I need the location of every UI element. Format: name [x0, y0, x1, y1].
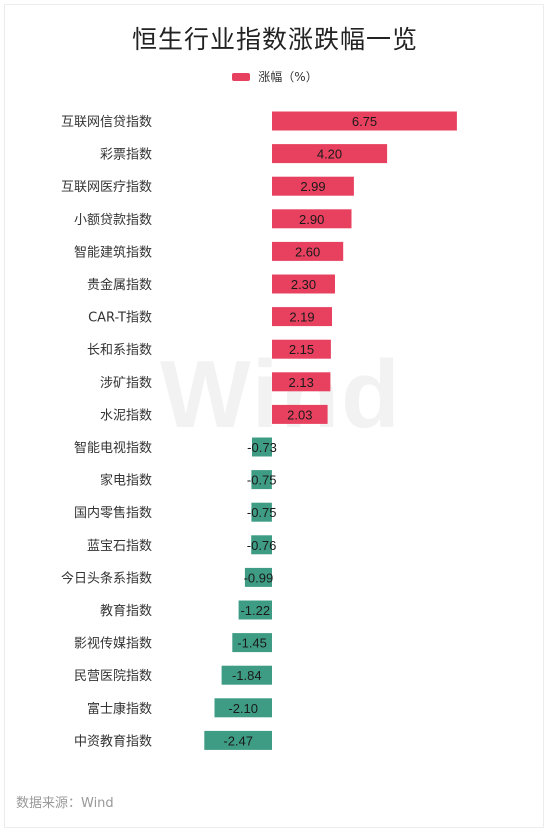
bar [272, 339, 331, 359]
bar [232, 633, 272, 653]
value-label: -0.75 [247, 505, 277, 520]
legend-label: 涨幅（%） [258, 70, 318, 84]
bar [238, 600, 272, 620]
value-label: 2.15 [289, 342, 314, 357]
bar [272, 274, 335, 294]
category-label: 今日头条系指数 [61, 570, 152, 586]
category-label: 国内零售指数 [74, 505, 152, 521]
value-label: 2.19 [289, 310, 314, 325]
value-label: -1.84 [232, 668, 262, 683]
bar [252, 437, 272, 457]
value-label: 2.90 [299, 212, 324, 227]
category-label: 中资教育指数 [74, 733, 152, 749]
value-label: 6.75 [352, 114, 377, 129]
bar [251, 535, 272, 555]
legend-swatch [232, 72, 251, 81]
value-label: -0.99 [244, 570, 274, 585]
value-label: -2.47 [223, 733, 253, 748]
category-label: 教育指数 [100, 603, 152, 619]
value-label: 2.13 [289, 375, 314, 390]
category-label: 涉矿指数 [100, 376, 152, 391]
bar [244, 567, 272, 587]
legend: 涨幅（%） [0, 68, 550, 85]
value-label: 2.03 [287, 407, 312, 422]
source-note: 数据来源：Wind [16, 796, 114, 811]
value-label: 2.30 [291, 277, 316, 292]
category-label: 互联网医疗指数 [61, 180, 152, 195]
category-label: 富士康指数 [87, 701, 152, 717]
value-label: -1.45 [237, 636, 267, 651]
value-label: 2.60 [295, 244, 320, 259]
value-label: -0.75 [247, 473, 277, 488]
category-label: CAR-T指数 [88, 311, 152, 326]
category-label: 智能电视指数 [74, 441, 152, 456]
bar [204, 730, 272, 750]
chart-frame [4, 4, 544, 828]
bar [272, 111, 457, 131]
bar [272, 176, 354, 196]
category-label: 长和系指数 [87, 343, 152, 358]
bar [272, 372, 331, 392]
value-label: 4.20 [317, 147, 342, 162]
category-label: 互联网信贷指数 [61, 115, 152, 130]
bar [272, 307, 332, 327]
bar [251, 470, 272, 490]
value-label: -1.22 [240, 603, 270, 618]
bar [251, 502, 272, 522]
bar [221, 665, 272, 685]
chart-title: 恒生行业指数涨跌幅一览 [131, 25, 418, 54]
category-label: 水泥指数 [100, 408, 152, 423]
value-label: -0.76 [247, 538, 277, 553]
category-label: 家电指数 [100, 473, 152, 489]
bar [272, 241, 344, 261]
category-label: 小额贷款指数 [74, 213, 152, 228]
bar [272, 209, 352, 229]
category-label: 蓝宝石指数 [87, 539, 152, 554]
value-label: -0.73 [247, 440, 277, 455]
category-label: 民营医院指数 [74, 669, 152, 684]
category-label: 贵金属指数 [87, 277, 152, 293]
value-label: -2.10 [228, 701, 258, 716]
bar [272, 144, 388, 164]
category-label: 彩票指数 [100, 148, 152, 163]
category-label: 智能建筑指数 [74, 244, 152, 260]
value-label: 2.99 [300, 179, 325, 194]
bar [214, 698, 272, 718]
bar [272, 404, 328, 424]
category-label: 影视传媒指数 [74, 637, 152, 652]
